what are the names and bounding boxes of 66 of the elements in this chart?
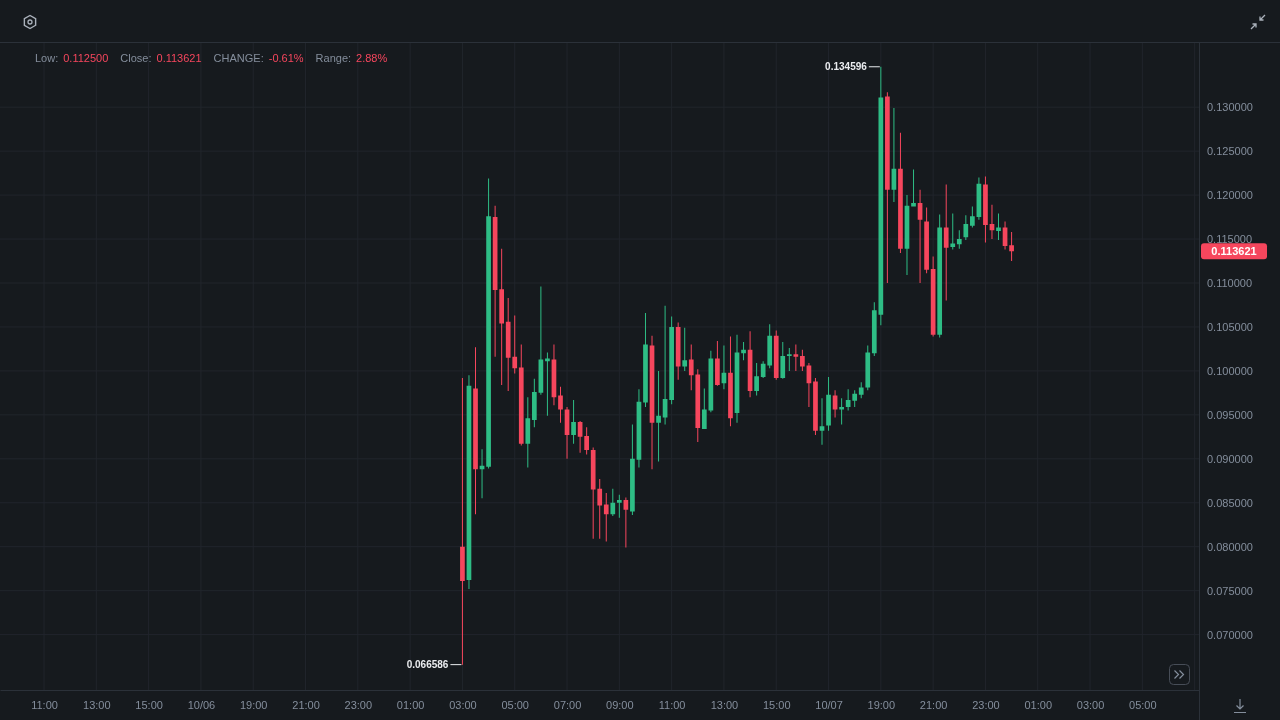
- y-tick-label: 0.075000: [1207, 584, 1253, 597]
- x-tick-label: 09:00: [606, 698, 634, 711]
- x-tick-label: 19:00: [239, 698, 268, 711]
- x-tick-label: 03:00: [1076, 698, 1105, 711]
- x-tick-label: 13:00: [83, 698, 111, 711]
- candlestick: [1009, 232, 1014, 262]
- y-tick-label: 0.115000: [1207, 233, 1253, 246]
- candlestick: [943, 184, 949, 301]
- y-tick-label: 0.090000: [1207, 452, 1253, 465]
- candlestick: [682, 327, 688, 371]
- candlestick: [499, 248, 505, 385]
- candlestick: [793, 344, 799, 371]
- x-tick-label: 05:00: [501, 698, 529, 711]
- x-tick-label: 10/06: [187, 698, 216, 711]
- x-tick-label: 15:00: [135, 698, 163, 711]
- x-tick-label: 23:00: [972, 698, 1000, 711]
- y-tick-label: 0.125000: [1207, 145, 1253, 158]
- annotation: Low: 0.112500: [35, 52, 109, 64]
- candlestick: [885, 92, 890, 283]
- x-tick-label: 21:00: [919, 698, 948, 711]
- y-tick-label: 0.070000: [1207, 628, 1253, 641]
- x-tick-label: 21:00: [292, 698, 320, 711]
- candlestick: [839, 398, 844, 425]
- candlestick: [656, 370, 661, 462]
- x-tick-label: 07:00: [553, 698, 582, 711]
- candlestick: [956, 230, 962, 249]
- x-tick-label: 11:00: [658, 698, 686, 711]
- candlestick: [525, 397, 531, 468]
- x-tick-label: 05:00: [1129, 698, 1157, 711]
- y-tick-label: 0.080000: [1207, 540, 1253, 553]
- y-tick-label: 0.120000: [1207, 189, 1253, 202]
- annotation: 0.066586: [406, 659, 449, 671]
- candlestick: [950, 213, 956, 250]
- text: 0.113621: [1211, 245, 1257, 258]
- y-tick-label: 0.110000: [1207, 277, 1253, 290]
- x-tick-label: 13:00: [710, 698, 739, 711]
- candlestick: [970, 206, 975, 228]
- annotation: 0.134596: [825, 61, 868, 73]
- candlestick: [571, 399, 576, 444]
- y-tick-label: 0.105000: [1207, 320, 1253, 333]
- candlestick: [558, 386, 563, 423]
- candlestick: [819, 398, 825, 445]
- candlestick: [473, 347, 478, 515]
- annotation: CHANGE: -0.61%: [213, 52, 304, 64]
- candlestick: [616, 494, 622, 518]
- x-tick-label: 01:00: [396, 698, 425, 711]
- candlestick: [858, 382, 864, 399]
- candlestick: [545, 352, 550, 416]
- x-tick-label: 11:00: [31, 698, 58, 711]
- y-tick-label: 0.100000: [1207, 364, 1253, 377]
- y-tick-label: 0.095000: [1207, 408, 1253, 421]
- annotation: Close: 0.113621: [120, 52, 202, 64]
- x-tick-label: 01:00: [1024, 698, 1052, 711]
- x-tick-label: 23:00: [344, 698, 373, 711]
- candlestick: [786, 348, 792, 371]
- y-tick-label: 0.085000: [1207, 496, 1253, 509]
- candlestick: [865, 345, 871, 391]
- x-tick-label: 19:00: [867, 698, 896, 711]
- annotation: Range: 2.88%: [315, 52, 388, 64]
- candlestick: [800, 349, 805, 371]
- y-tick-label: 0.130000: [1207, 101, 1253, 114]
- candlestick: [754, 362, 759, 396]
- x-tick-label: 15:00: [762, 698, 791, 711]
- x-tick-label: 03:00: [449, 698, 477, 711]
- x-tick-label: 10/07: [815, 698, 843, 711]
- candlestick: [911, 169, 916, 207]
